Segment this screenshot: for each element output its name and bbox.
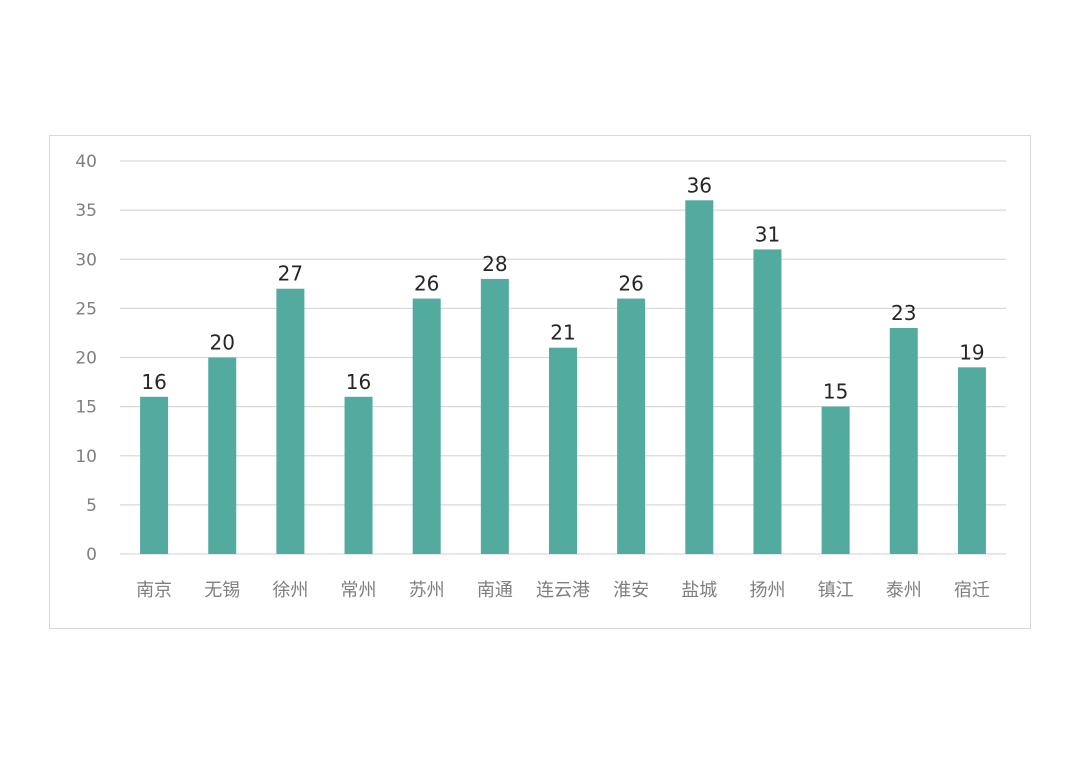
- data-label: 26: [618, 272, 643, 296]
- category-label: 常州: [341, 580, 377, 601]
- y-tick-label: 30: [75, 250, 97, 270]
- y-tick-label: 5: [86, 496, 97, 516]
- bar: [821, 406, 850, 554]
- bar: [208, 357, 237, 554]
- y-axis-ticks: 0 5 10 15 20 25 30 35 40: [75, 152, 97, 565]
- data-label: 28: [482, 252, 507, 276]
- y-tick-label: 15: [75, 398, 97, 418]
- x-axis-categories: 南京 无锡 徐州 常州 苏州 南通 连云港 淮安 盐城 扬州 镇江 泰州 宿迁: [136, 580, 990, 601]
- category-label: 无锡: [204, 580, 240, 601]
- bar: [685, 200, 714, 555]
- bars: [140, 200, 986, 555]
- bar: [957, 367, 986, 554]
- data-labels: 16 20 27 16 26 28 21 26 36 31 15 23 19: [141, 173, 984, 403]
- data-label: 31: [755, 222, 780, 246]
- category-label: 连云港: [536, 580, 590, 601]
- data-label: 36: [687, 173, 712, 197]
- y-tick-label: 10: [75, 447, 97, 467]
- category-label: 镇江: [818, 580, 854, 601]
- bar: [140, 396, 169, 554]
- category-label: 南通: [477, 580, 513, 601]
- category-label: 泰州: [886, 580, 922, 601]
- bar: [889, 328, 918, 554]
- data-label: 26: [414, 272, 439, 296]
- category-label: 宿迁: [954, 580, 990, 601]
- data-label: 16: [141, 370, 166, 394]
- category-label: 苏州: [409, 580, 445, 601]
- bar: [480, 278, 509, 554]
- category-label: 扬州: [749, 580, 785, 601]
- category-label: 南京: [136, 580, 172, 601]
- bar: [412, 298, 441, 554]
- category-label: 徐州: [272, 580, 308, 601]
- y-tick-label: 0: [86, 545, 97, 565]
- bar: [753, 249, 782, 555]
- bar-chart: 0 5 10 15 20 25 30 35 40 16 20 27 16 26 28 21 26 36 31 15 2…: [75, 152, 1006, 601]
- data-label: 27: [278, 262, 303, 286]
- data-label: 15: [823, 380, 848, 404]
- bar: [344, 396, 373, 554]
- y-tick-label: 20: [75, 349, 97, 369]
- bar: [549, 347, 577, 554]
- bar: [276, 288, 305, 554]
- bar: [617, 298, 646, 554]
- y-tick-label: 25: [75, 299, 97, 319]
- data-label: 23: [891, 301, 916, 325]
- y-tick-label: 35: [75, 201, 97, 221]
- category-label: 淮安: [613, 580, 649, 601]
- y-tick-label: 40: [75, 152, 97, 172]
- data-label: 20: [210, 331, 235, 355]
- data-label: 19: [959, 340, 984, 364]
- data-label: 21: [550, 321, 575, 345]
- data-label: 16: [346, 370, 371, 394]
- chart-frame: 0 5 10 15 20 25 30 35 40 16 20 27 16 26 28 21 26 36 31 15 2…: [49, 135, 1031, 629]
- category-label: 盐城: [681, 580, 717, 601]
